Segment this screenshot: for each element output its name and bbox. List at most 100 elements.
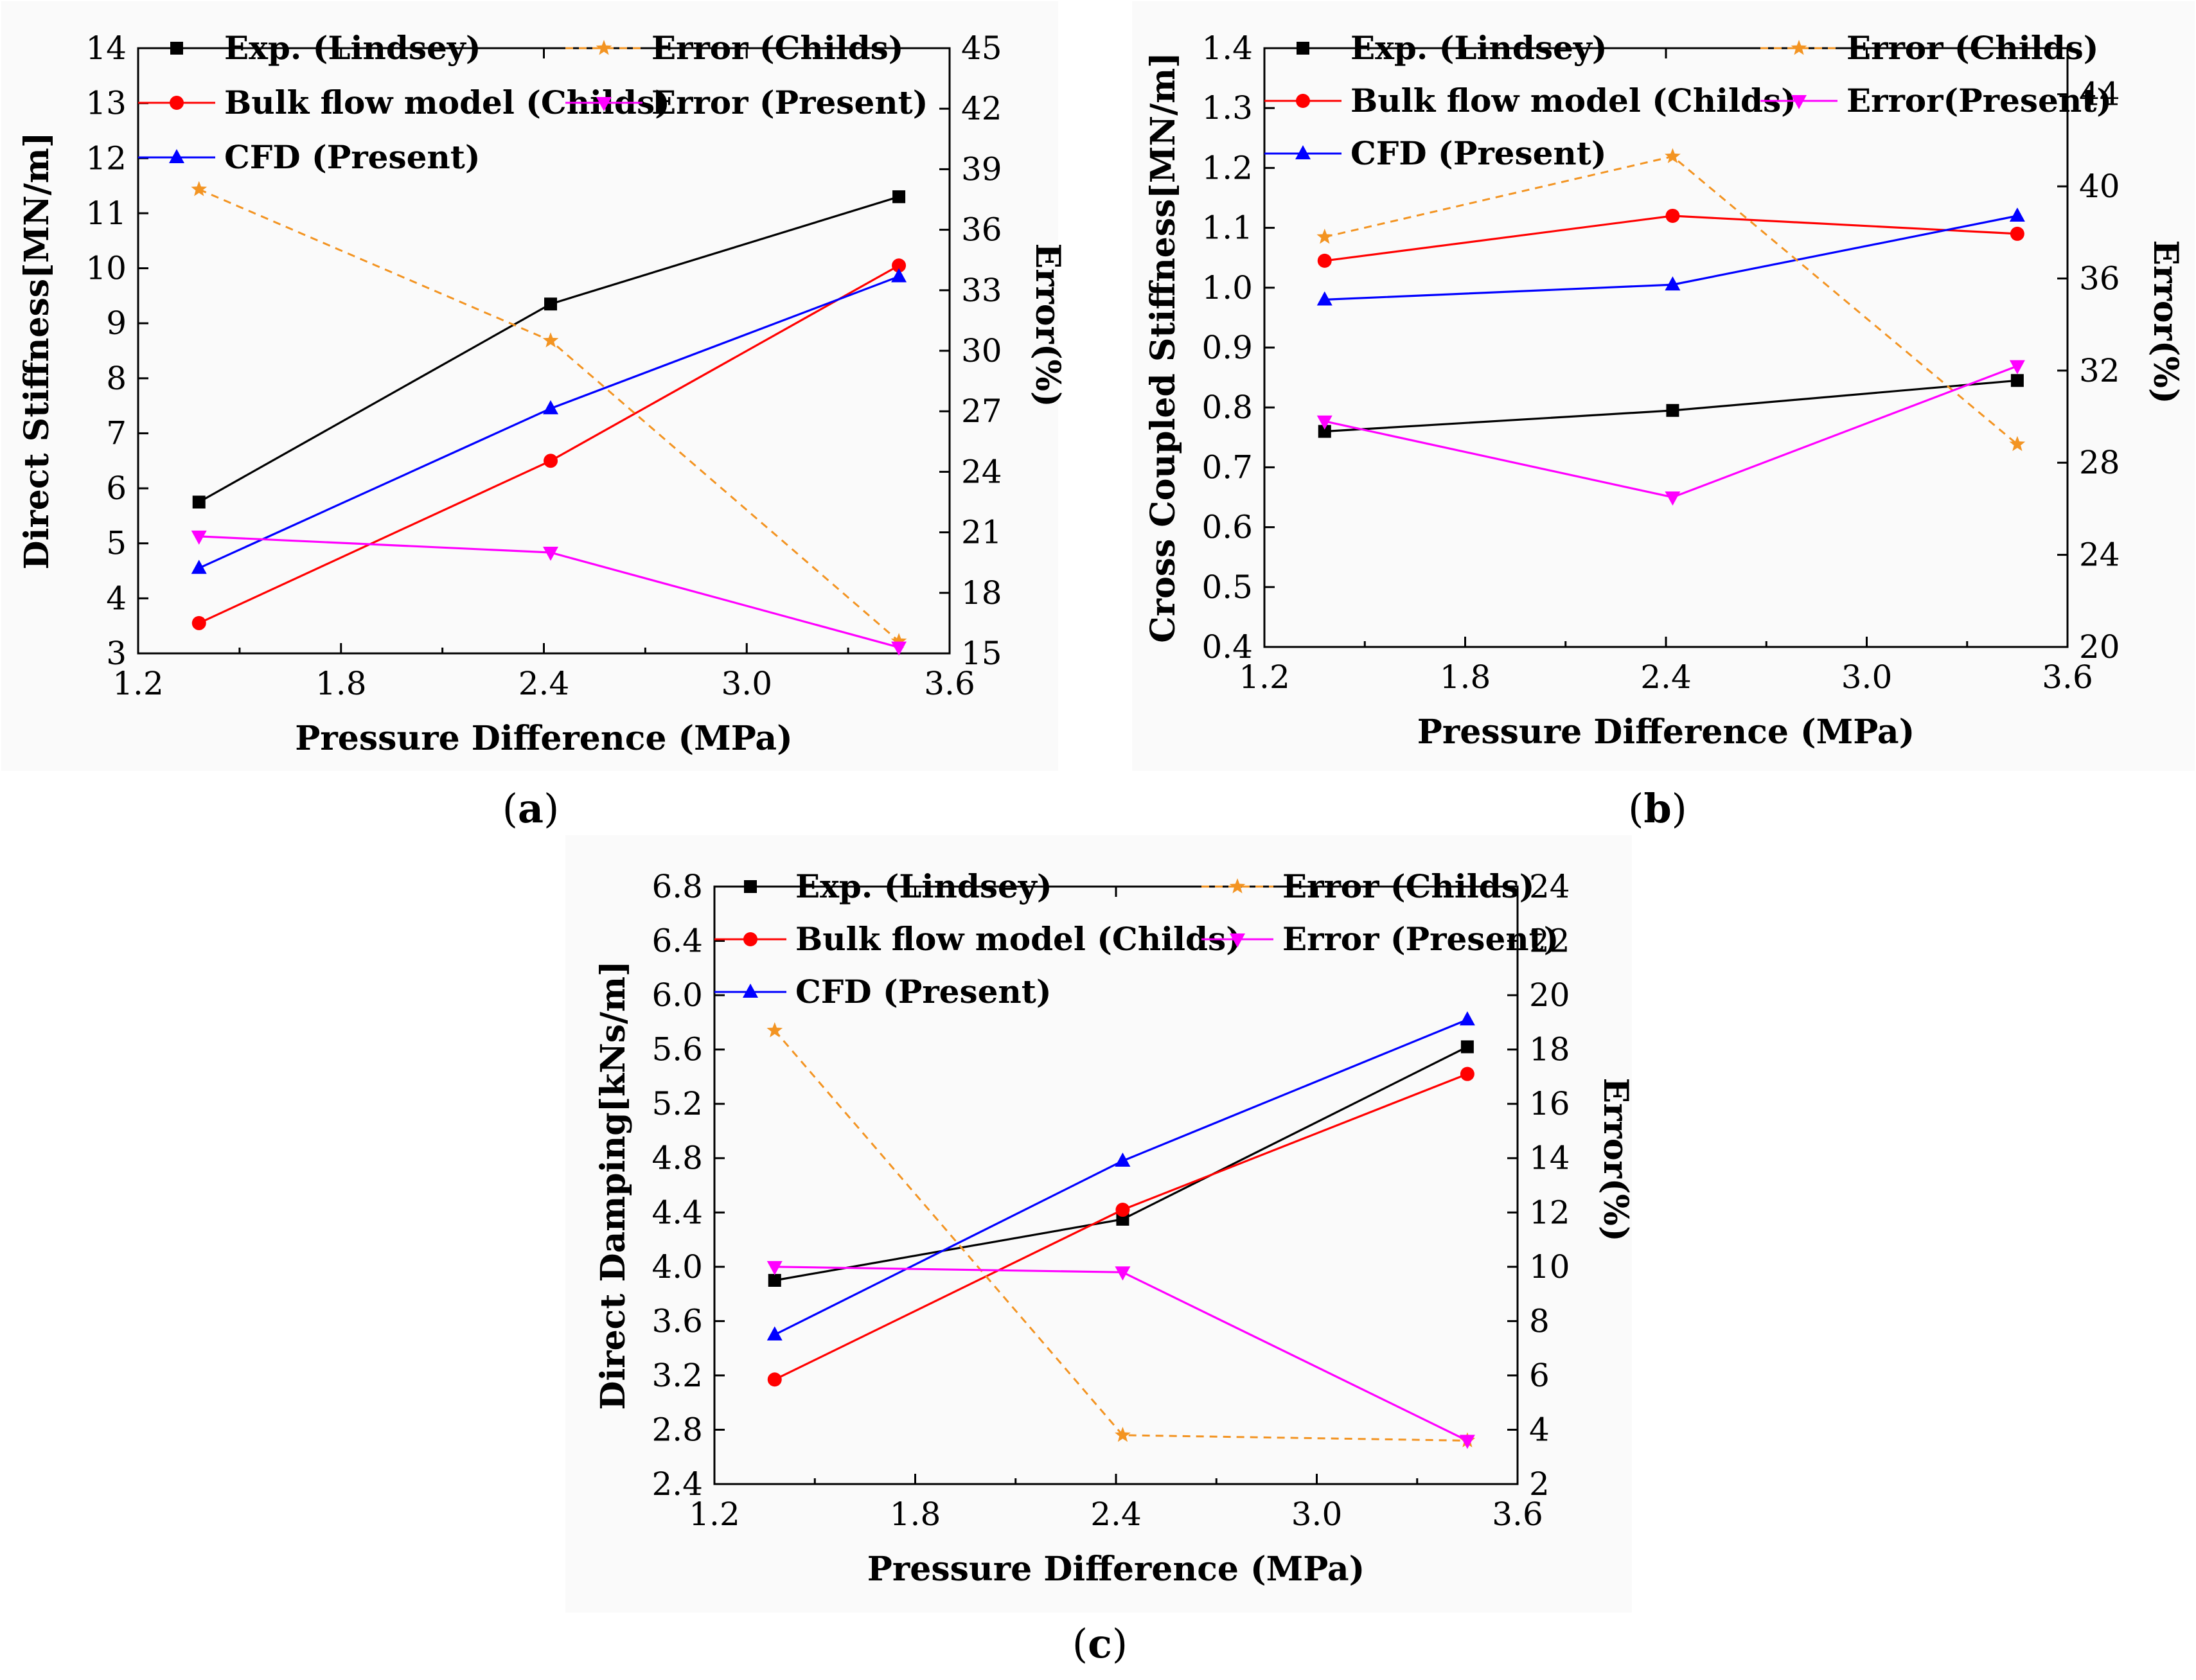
data-point-cfd <box>1316 291 1333 306</box>
series-bulk <box>1317 208 2024 268</box>
y-tick-label: 6.8 <box>651 868 703 905</box>
caption-letter: a <box>518 785 544 832</box>
data-point-err_present <box>1316 415 1333 430</box>
series-bulk <box>767 1066 1474 1387</box>
y-tick-label: 8 <box>106 360 127 397</box>
y-tick-label: 4.0 <box>651 1248 703 1286</box>
y-tick-label: 0.4 <box>1201 628 1253 666</box>
y-tick-label: 0.6 <box>1201 509 1253 546</box>
data-point-exp <box>768 1273 781 1287</box>
caption-close-paren: ) <box>544 785 559 832</box>
series-exp <box>192 190 906 509</box>
legend-label-err_childs: Error (Childs) <box>651 29 903 67</box>
y2-tick-label: 4 <box>1529 1411 1550 1448</box>
legend-label-cfd: CFD (Present) <box>224 138 481 176</box>
data-point-cfd <box>766 1326 783 1341</box>
data-point-exp <box>2010 374 2024 387</box>
y2-tick-label: 16 <box>1529 1085 1570 1122</box>
y2-tick-label: 27 <box>961 393 1002 430</box>
caption-letter: b <box>1643 785 1671 832</box>
y-tick-label: 2.8 <box>651 1411 703 1448</box>
y-axis-label: Direct Damping[kNs/m] <box>594 960 633 1410</box>
legend-label-exp: Exp. (Lindsey) <box>795 867 1052 905</box>
x-tick-label: 1.8 <box>1440 659 1491 696</box>
data-point-cfd <box>543 400 559 414</box>
x-tick-label: 3.6 <box>2042 659 2093 696</box>
data-point-exp <box>892 190 906 204</box>
legend-marker-err_childs <box>596 40 612 55</box>
y-tick-label: 14 <box>85 30 127 67</box>
y2-tick-label: 39 <box>961 150 1002 188</box>
series-exp <box>1318 374 2024 438</box>
data-point-err_present <box>1115 1266 1131 1281</box>
y-tick-label: 3.6 <box>651 1302 703 1340</box>
y-tick-label: 5.6 <box>651 1031 703 1068</box>
y-tick-label: 6.0 <box>651 977 703 1014</box>
caption-open-paren: ( <box>1628 785 1643 832</box>
legend-label-err_present: Error(Present) <box>1846 82 2112 119</box>
legend-label-err_present: Error (Present) <box>651 84 928 121</box>
data-point-exp <box>1460 1040 1474 1054</box>
y-tick-label: 6.4 <box>651 923 703 960</box>
legend-marker-exp <box>744 880 757 893</box>
caption-open-paren: ( <box>1072 1620 1088 1667</box>
y-tick-label: 1.1 <box>1201 209 1253 247</box>
legend-label-bulk: Bulk flow model (Childs) <box>1350 82 1796 119</box>
y-tick-label: 1.0 <box>1201 269 1253 306</box>
data-point-cfd <box>1459 1011 1475 1026</box>
x-tick-label: 1.8 <box>890 1496 941 1533</box>
data-point-err_childs <box>1316 228 1333 244</box>
y-tick-label: 7 <box>106 414 127 452</box>
y-tick-label: 10 <box>85 250 127 287</box>
legend-label-exp: Exp. (Lindsey) <box>1350 29 1607 67</box>
chart-panel-c: 1.2 1.8 2.4 3.0 3.6 2.4 2.8 3.2 3.6 4.0 4.4 4.8 5.2 5… <box>565 835 1635 1667</box>
y-tick-label: 6 <box>106 470 127 507</box>
chart-panel-a: 1.2 1.8 2.4 3.0 3.63456789101112131415182124… <box>1 1 1067 832</box>
y-tick-label: 4.4 <box>651 1194 703 1231</box>
x-tick-label: 3.0 <box>1291 1496 1343 1533</box>
y2-tick-label: 30 <box>961 332 1002 369</box>
legend: Exp. (Lindsey) Bulk flow model (Childs) CF… <box>714 867 1559 1011</box>
y2-axis-label: Error(%) <box>1028 243 1067 407</box>
legend-marker-cfd <box>169 149 184 163</box>
y2-tick-label: 36 <box>961 211 1002 249</box>
y2-tick-label: 45 <box>961 30 1002 67</box>
x-tick-label: 2.4 <box>1090 1496 1142 1533</box>
x-axis-label: Pressure Difference (MPa) <box>1417 712 1915 752</box>
data-point-err_present <box>2009 360 2025 375</box>
x-tick-label: 1.2 <box>1239 659 1290 696</box>
data-point-bulk <box>892 258 907 273</box>
y2-tick-label: 20 <box>1529 977 1570 1014</box>
legend-marker-bulk <box>1296 94 1310 108</box>
data-point-exp <box>1318 425 1331 438</box>
y-tick-label: 13 <box>85 85 127 122</box>
data-point-err_present <box>891 641 907 656</box>
y2-tick-label: 40 <box>2079 168 2120 205</box>
y2-tick-label: 20 <box>2079 628 2120 666</box>
data-point-err_present <box>543 547 559 561</box>
series-err_present <box>766 1260 1475 1449</box>
y-tick-label: 5 <box>106 525 127 562</box>
x-tick-label: 3.6 <box>924 665 975 702</box>
series-bulk <box>191 258 907 630</box>
data-point-exp <box>192 495 206 509</box>
data-point-bulk <box>2010 226 2024 241</box>
x-tick-label: 2.4 <box>518 665 570 702</box>
y-tick-label: 1.2 <box>1201 149 1253 186</box>
data-point-err_childs <box>890 633 907 648</box>
data-point-bulk <box>1460 1066 1474 1081</box>
data-point-bulk <box>767 1372 782 1387</box>
y2-tick-label: 44 <box>2079 76 2120 113</box>
y-tick-label: 4 <box>106 579 127 617</box>
caption-close-paren: ) <box>1112 1620 1128 1667</box>
x-axis-label: Pressure Difference (MPa) <box>867 1550 1365 1589</box>
data-point-bulk <box>1115 1203 1130 1217</box>
y2-tick-label: 2 <box>1529 1465 1550 1503</box>
legend-marker-err_present <box>1791 95 1807 109</box>
y2-tick-label: 24 <box>2079 536 2120 574</box>
y-tick-label: 9 <box>106 305 127 342</box>
y-tick-label: 4.8 <box>651 1140 703 1177</box>
y2-axis-label: Error(%) <box>1596 1077 1635 1241</box>
legend-marker-cfd <box>1295 145 1311 159</box>
